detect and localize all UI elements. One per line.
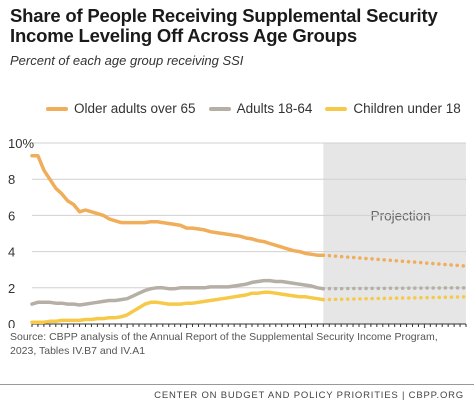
legend-swatch-adults (208, 106, 231, 111)
chart-legend: Older adults over 65 Adults 18-64 Childr… (46, 101, 474, 116)
y-tick-label: 8 (8, 172, 15, 187)
legend-label-children: Children under 18 (353, 101, 461, 116)
chart-subtitle: Percent of each age group receiving SSI (10, 53, 244, 68)
series-projection-1 (321, 286, 468, 291)
source-note: Source: CBPP analysis of the Annual Repo… (10, 331, 438, 357)
footer-bar: CENTER ON BUDGET AND POLICY PRIORITIES |… (0, 384, 474, 407)
y-tick-label: 4 (8, 245, 15, 260)
legend-swatch-older-adults (46, 106, 68, 111)
legend-item-older-adults: Older adults over 65 (46, 101, 196, 116)
chart-title: Share of People Receiving Supplemental S… (10, 5, 438, 46)
series-projection-0 (321, 253, 468, 268)
legend-swatch-children (325, 106, 348, 111)
series-line-1 (30, 278, 326, 307)
legend-label-adults: Adults 18-64 (236, 101, 313, 116)
y-tick-label: 10% (8, 136, 34, 151)
y-tick-label: 6 (8, 208, 15, 223)
legend-item-adults: Adults 18-64 (208, 101, 313, 116)
line-chart: Projection0246810%1980199020002010202020… (8, 136, 468, 328)
y-tick-label: 0 (8, 317, 15, 328)
series-line-2 (30, 290, 326, 324)
series-projection-2 (321, 295, 468, 302)
legend-item-children: Children under 18 (325, 101, 461, 116)
series-line-0 (30, 153, 326, 257)
legend-label-older-adults: Older adults over 65 (74, 101, 196, 116)
y-tick-label: 2 (8, 281, 15, 296)
footer-credit: CENTER ON BUDGET AND POLICY PRIORITIES |… (154, 390, 464, 401)
projection-shade (323, 143, 466, 324)
